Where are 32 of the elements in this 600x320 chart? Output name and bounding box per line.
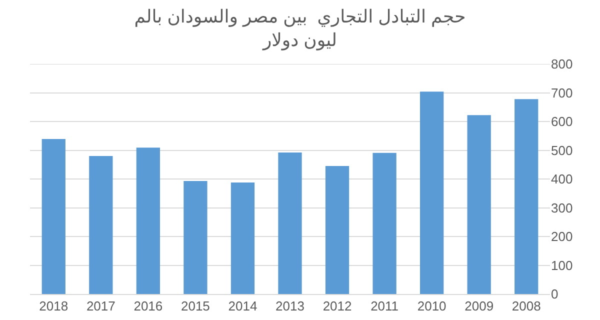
x-tick-label: 2016 <box>134 298 163 314</box>
x-tick-label: 2008 <box>512 298 541 314</box>
bar <box>89 156 113 294</box>
bar <box>325 166 350 294</box>
x-tick-label: 2013 <box>276 298 304 314</box>
x-tick-label: 2009 <box>464 298 494 314</box>
x-tick-label: 2018 <box>39 298 68 314</box>
bar <box>420 92 444 294</box>
x-tick-label: 2012 <box>322 298 352 314</box>
y-tick-label: 500 <box>551 142 573 158</box>
bar <box>136 148 160 294</box>
x-tick-label: 2017 <box>86 298 116 314</box>
x-tick-label: 2015 <box>180 298 210 314</box>
bar <box>42 139 66 294</box>
bar <box>230 182 255 294</box>
bar <box>372 152 396 294</box>
y-tick-label: 200 <box>551 229 573 244</box>
bar <box>467 115 491 294</box>
chart-title: حجم التبادل التجاري بين مصر والسودان بالم ليون دولار <box>134 6 466 51</box>
y-tick-label: 600 <box>551 114 573 130</box>
y-tick-label: 0 <box>551 286 558 302</box>
y-tick-label: 400 <box>551 172 573 187</box>
x-tick-label: 2010 <box>417 298 446 314</box>
x-tick-label: 2011 <box>370 298 399 314</box>
bar <box>184 181 208 294</box>
y-tick-label: 800 <box>551 56 573 72</box>
y-tick-label: 100 <box>551 258 573 273</box>
y-tick-label: 700 <box>551 85 573 100</box>
y-tick-label: 300 <box>551 200 573 216</box>
bar <box>514 99 538 294</box>
x-tick-label: 2014 <box>228 298 258 314</box>
bar <box>278 152 302 294</box>
